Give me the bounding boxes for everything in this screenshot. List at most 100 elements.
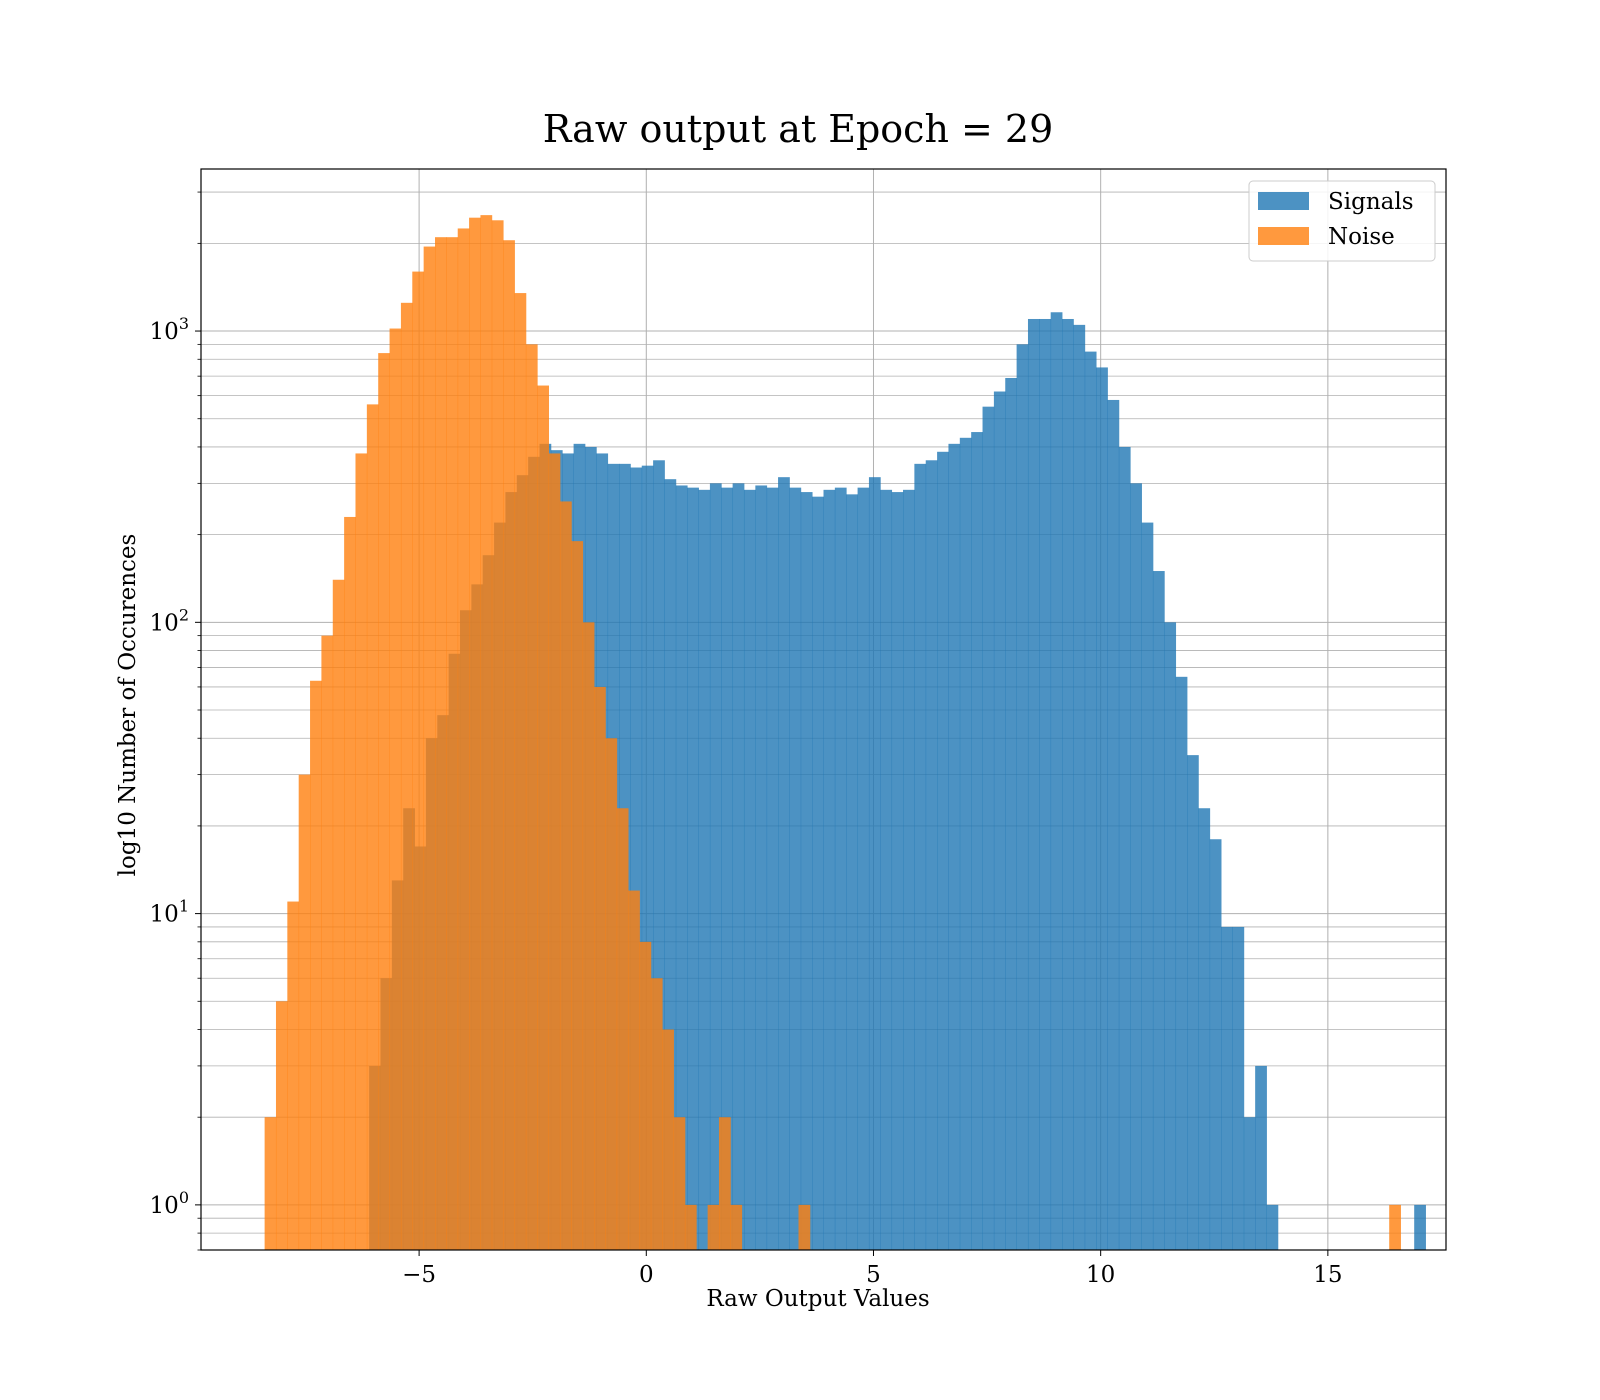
bar-signals bbox=[766, 487, 779, 1251]
bar-signals bbox=[846, 494, 858, 1250]
bar-signals bbox=[812, 496, 824, 1251]
bar-noise bbox=[378, 353, 390, 1250]
y-tick-label: 102 bbox=[150, 605, 189, 636]
bar-signals bbox=[1209, 839, 1222, 1250]
y-tick-label-base: 10 bbox=[150, 610, 179, 636]
y-axis-label: log10 Number of Occurences bbox=[115, 534, 141, 877]
legend-swatch-noise bbox=[1258, 227, 1309, 245]
bar-signals bbox=[823, 489, 836, 1250]
bar-noise bbox=[673, 1117, 686, 1250]
bar-signals bbox=[743, 489, 756, 1250]
bar-signals bbox=[834, 487, 847, 1251]
bar-noise bbox=[491, 220, 504, 1251]
y-tick-label-exponent: 1 bbox=[179, 897, 189, 916]
bar-signals bbox=[903, 489, 915, 1250]
bar-noise bbox=[616, 808, 629, 1250]
bar-signals bbox=[1050, 312, 1063, 1250]
bar-noise bbox=[605, 738, 618, 1250]
bar-signals bbox=[1039, 318, 1052, 1250]
bar-noise bbox=[389, 328, 402, 1250]
bar-signals bbox=[1187, 755, 1199, 1250]
bar-signals bbox=[687, 487, 699, 1251]
bar-noise bbox=[298, 774, 311, 1250]
bar-signals bbox=[732, 483, 745, 1251]
bar-noise bbox=[639, 941, 652, 1250]
legend: Signals Noise bbox=[1248, 180, 1436, 262]
y-tick-label-base: 10 bbox=[150, 902, 179, 928]
bar-signals bbox=[630, 467, 643, 1250]
x-tick-label: 10 bbox=[1086, 1262, 1115, 1288]
bar-noise bbox=[684, 1204, 697, 1250]
bar-signals bbox=[959, 437, 972, 1250]
y-tick-label-base: 10 bbox=[150, 319, 179, 345]
bar-noise bbox=[559, 501, 572, 1250]
bar-noise bbox=[457, 228, 470, 1251]
bar-signals bbox=[948, 443, 961, 1250]
x-tick-label: 5 bbox=[866, 1262, 881, 1288]
bar-noise bbox=[435, 237, 447, 1250]
y-tick-label: 103 bbox=[150, 314, 189, 345]
bar-signals bbox=[914, 463, 927, 1250]
x-tick-label: 0 bbox=[639, 1262, 654, 1288]
y-tick-label-exponent: 0 bbox=[179, 1188, 189, 1207]
bar-signals bbox=[891, 492, 904, 1250]
bar-signals bbox=[1164, 622, 1177, 1250]
bar-signals bbox=[880, 489, 893, 1250]
bar-noise bbox=[718, 1117, 731, 1250]
y-tick-label: 101 bbox=[150, 897, 189, 928]
bar-signals bbox=[993, 391, 1006, 1250]
bar-noise bbox=[275, 1001, 288, 1250]
bar-signals bbox=[1016, 344, 1029, 1250]
bar-signals bbox=[698, 489, 711, 1250]
bar-noise bbox=[287, 901, 300, 1250]
bar-signals bbox=[1107, 399, 1120, 1250]
bar-signals bbox=[1232, 926, 1245, 1250]
bar-noise bbox=[730, 1204, 743, 1250]
bar-noise bbox=[662, 1029, 674, 1250]
bar-noise bbox=[344, 516, 356, 1250]
bar-signals bbox=[1141, 522, 1154, 1250]
bar-signals bbox=[1414, 1204, 1426, 1250]
legend-label-signals: Signals bbox=[1328, 189, 1414, 215]
bar-signals bbox=[1062, 318, 1074, 1250]
y-tick-label-exponent: 2 bbox=[179, 605, 189, 624]
chart-title: Raw output at Epoch = 29 bbox=[543, 107, 1054, 151]
bar-signals bbox=[971, 432, 983, 1251]
bar-noise bbox=[446, 237, 459, 1250]
bar-signals bbox=[675, 485, 688, 1250]
plot-frame bbox=[200, 168, 1447, 1251]
bar-noise bbox=[1389, 1204, 1401, 1250]
bar-noise bbox=[707, 1204, 720, 1250]
bar-signals bbox=[1084, 351, 1097, 1250]
bar-noise bbox=[355, 453, 368, 1250]
bar-signals bbox=[1118, 446, 1131, 1250]
bar-noise bbox=[321, 635, 334, 1250]
bar-noise bbox=[548, 453, 561, 1250]
bar-signals bbox=[721, 487, 734, 1251]
bars bbox=[264, 215, 1426, 1251]
y-tick-label: 100 bbox=[150, 1188, 189, 1219]
bar-signals bbox=[1175, 676, 1188, 1250]
bar-noise bbox=[423, 246, 436, 1250]
bar-noise bbox=[571, 541, 584, 1250]
bar-noise bbox=[628, 890, 640, 1250]
bar-signals bbox=[1096, 367, 1108, 1250]
bar-signals bbox=[925, 460, 938, 1250]
x-tick-label: −5 bbox=[402, 1262, 436, 1288]
bar-noise bbox=[798, 1204, 811, 1250]
bar-signals bbox=[709, 483, 722, 1251]
bar-signals bbox=[755, 485, 768, 1250]
bar-signals bbox=[641, 465, 654, 1250]
bar-noise bbox=[503, 240, 515, 1250]
bar-noise bbox=[594, 686, 606, 1250]
bar-signals bbox=[1266, 1204, 1279, 1250]
bar-signals bbox=[778, 477, 790, 1250]
bar-signals bbox=[857, 487, 870, 1251]
bar-signals bbox=[1255, 1065, 1267, 1250]
legend-label-noise: Noise bbox=[1328, 224, 1395, 250]
bar-noise bbox=[537, 385, 550, 1251]
bar-signals bbox=[664, 479, 677, 1251]
y-tick-label-base: 10 bbox=[150, 1193, 179, 1219]
